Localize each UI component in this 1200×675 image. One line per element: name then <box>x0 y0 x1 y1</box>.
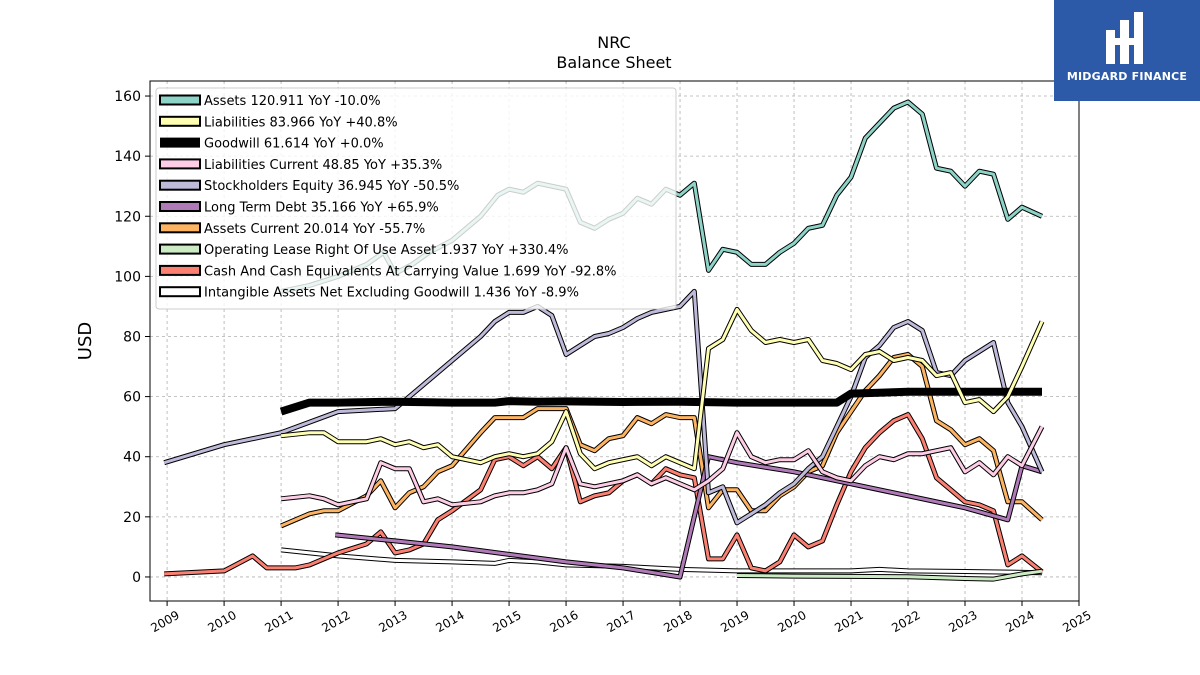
y-tick-label: 140 <box>114 149 141 165</box>
y-tick-label: 80 <box>123 329 141 345</box>
y-tick-label: 120 <box>114 209 141 225</box>
legend-label: Assets 120.911 YoY -10.0% <box>204 94 381 109</box>
legend-entry: Intangible Assets Net Excluding Goodwill… <box>159 286 579 301</box>
x-tick-label: 2020 <box>775 608 808 635</box>
x-tick-label: 2018 <box>661 608 694 635</box>
legend-label: Liabilities 83.966 YoY +40.8% <box>204 115 398 130</box>
series-liabilities-current--line <box>280 425 1045 508</box>
legend-entry: Assets 120.911 YoY -10.0% <box>159 94 381 109</box>
y-tick-label: 60 <box>123 390 141 406</box>
y-axis-label: USD <box>75 322 96 360</box>
x-tick-label: 2022 <box>889 608 922 635</box>
y-tick-label: 100 <box>114 269 141 285</box>
legend-entry: Liabilities 83.966 YoY +40.8% <box>159 115 398 130</box>
legend-label: Assets Current 20.014 YoY -55.7% <box>204 222 425 237</box>
logo-mark-icon <box>1106 12 1143 64</box>
legend: Assets 120.911 YoY -10.0% Liabilities 83.… <box>155 87 677 310</box>
y-tick-label: 20 <box>123 510 141 526</box>
legend-entry: Long Term Debt 35.166 YoY +65.9% <box>159 201 439 216</box>
legend-swatch <box>159 264 201 276</box>
series-assets-current--line <box>280 352 1044 529</box>
series-goodwill--yoy-line <box>279 387 1042 416</box>
plot-frame <box>149 80 1080 602</box>
legend-entry: Liabilities Current 48.85 YoY +35.3% <box>159 158 442 173</box>
series-operating-lease-right-line <box>736 568 1043 582</box>
series-liabilities--yoy-line <box>280 306 1045 472</box>
legend-entry: Goodwill 61.614 YoY +0.0% <box>160 137 384 152</box>
legend-swatch <box>160 137 200 148</box>
legend-swatch <box>159 243 201 255</box>
legend-label: Cash And Cash Equivalents At Carrying Va… <box>204 264 616 279</box>
x-tick-label: 2025 <box>1060 608 1093 635</box>
legend-label: Intangible Assets Net Excluding Goodwill… <box>204 286 579 301</box>
x-tick-label: 2012 <box>319 608 352 635</box>
x-tick-label: 2015 <box>490 608 523 635</box>
legend-label: Long Term Debt 35.166 YoY +65.9% <box>204 201 439 216</box>
logo-text: MIDGARD FINANCE <box>1066 70 1188 83</box>
x-tick-label: 2016 <box>547 608 580 635</box>
legend-label: Goodwill 61.614 YoY +0.0% <box>204 137 384 152</box>
legend-swatch <box>159 94 201 106</box>
legend-label: Stockholders Equity 36.945 YoY -50.5% <box>204 179 459 194</box>
chart-subtitle: Balance Sheet <box>556 53 671 72</box>
legend-box <box>155 87 677 310</box>
x-tick-label: 2023 <box>946 608 979 635</box>
x-tick-label: 2013 <box>376 608 409 635</box>
series-long-term-debt-line <box>334 454 1043 580</box>
x-tick-label: 2010 <box>205 608 238 635</box>
legend-swatch <box>159 286 201 298</box>
chart-title: NRC <box>597 33 630 52</box>
series-stockholders-equity--line <box>163 288 1045 526</box>
legend-swatch <box>159 179 201 191</box>
x-tick-label: 2024 <box>1003 608 1036 635</box>
legend-entry: Stockholders Equity 36.945 YoY -50.5% <box>159 179 459 194</box>
x-tick-label: 2011 <box>262 608 295 635</box>
legend-swatch <box>159 222 201 234</box>
legend-swatch <box>159 115 201 127</box>
y-tick-label: 40 <box>123 450 141 466</box>
legend-entry: Operating Lease Right Of Use Asset 1.937… <box>159 243 568 258</box>
legend-entry: Cash And Cash Equivalents At Carrying Va… <box>159 264 616 279</box>
legend-label: Liabilities Current 48.85 YoY +35.3% <box>204 158 442 173</box>
midgard-finance-logo: MIDGARD FINANCE <box>1054 0 1200 101</box>
x-tick-label: 2014 <box>433 608 466 635</box>
legend-swatch <box>159 158 201 170</box>
series-lines <box>163 99 1045 582</box>
legend-entry: Assets Current 20.014 YoY -55.7% <box>159 222 425 237</box>
y-tick-label: 160 <box>114 89 141 105</box>
x-tick-label: 2019 <box>718 608 751 635</box>
legend-swatch <box>159 201 201 212</box>
legend-label: Operating Lease Right Of Use Asset 1.937… <box>204 243 568 258</box>
x-tick-label: 2017 <box>604 608 637 635</box>
x-tick-label: 2009 <box>148 608 181 635</box>
y-tick-label: 0 <box>132 570 141 586</box>
x-tick-label: 2021 <box>832 608 865 635</box>
